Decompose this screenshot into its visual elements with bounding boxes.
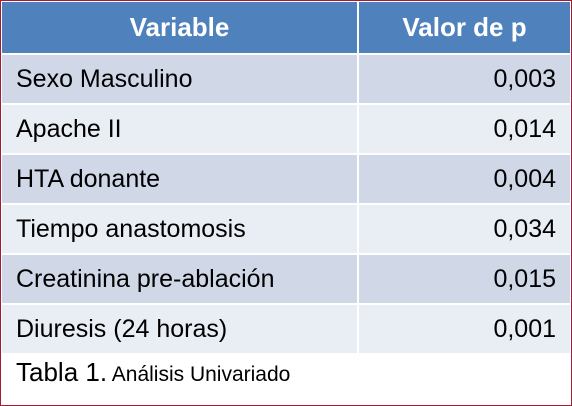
table-row: Sexo Masculino 0,003 <box>2 55 570 105</box>
data-table: Variable Valor de p Sexo Masculino 0,003… <box>2 2 570 355</box>
row-variable: Tiempo anastomosis <box>2 205 359 255</box>
table-row: Tiempo anastomosis 0,034 <box>2 205 570 255</box>
table-row: Apache II 0,014 <box>2 105 570 155</box>
table-row: Diuresis (24 horas) 0,001 <box>2 305 570 355</box>
row-variable: HTA donante <box>2 155 359 205</box>
table-header: Variable Valor de p <box>2 2 570 55</box>
row-variable: Sexo Masculino <box>2 55 359 105</box>
row-variable: Creatinina pre-ablación <box>2 255 359 305</box>
table-body: Sexo Masculino 0,003 Apache II 0,014 HTA… <box>2 55 570 355</box>
header-variable: Variable <box>2 2 359 55</box>
row-p-value: 0,034 <box>359 205 570 255</box>
table-row: Creatinina pre-ablación 0,015 <box>2 255 570 305</box>
table-caption: Tabla 1. Análisis Univariado <box>16 357 290 388</box>
caption-label: Tabla 1. <box>16 357 108 387</box>
header-p-value: Valor de p <box>359 2 570 55</box>
caption-text: Análisis Univariado <box>107 363 291 386</box>
row-p-value: 0,001 <box>359 305 570 355</box>
row-variable: Diuresis (24 horas) <box>2 305 359 355</box>
header-row: Variable Valor de p <box>2 2 570 55</box>
row-p-value: 0,003 <box>359 55 570 105</box>
row-p-value: 0,014 <box>359 105 570 155</box>
row-p-value: 0,015 <box>359 255 570 305</box>
table-row: HTA donante 0,004 <box>2 155 570 205</box>
row-variable: Apache II <box>2 105 359 155</box>
row-p-value: 0,004 <box>359 155 570 205</box>
